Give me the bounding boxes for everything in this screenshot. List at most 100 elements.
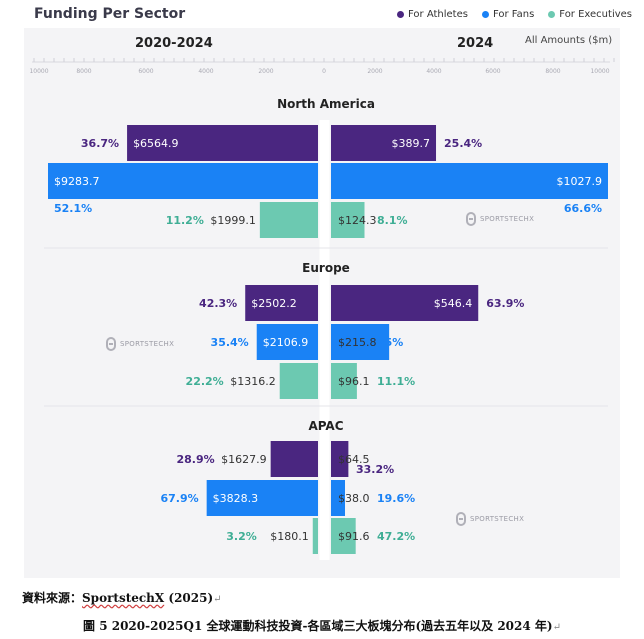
- right-value-label: $1027.9: [557, 175, 603, 188]
- right-value-label: $96.1: [338, 375, 370, 388]
- left-value-label: $180.1: [270, 530, 309, 543]
- left-bar: [48, 163, 318, 199]
- watermark-text: SPORTSTECHX: [480, 215, 535, 223]
- region-title: North America: [277, 97, 375, 111]
- left-value-label: $1999.1: [210, 214, 256, 227]
- left-value-label: $3828.3: [213, 492, 258, 505]
- left-value-label: $9283.7: [54, 175, 100, 188]
- right-bar: [331, 285, 479, 321]
- left-percent-label: 42.3%: [199, 297, 237, 310]
- right-bar: [331, 163, 608, 199]
- sportstechx-logo-icon: [106, 337, 116, 351]
- right-value-label: $124.3: [338, 214, 377, 227]
- left-value-label: $2106.9: [263, 336, 309, 349]
- legend-label-executives: For Executives: [559, 9, 632, 20]
- right-bar: [331, 125, 437, 161]
- right-percent-label: 25.4%: [444, 137, 482, 150]
- axis-tick-label: 6000: [138, 68, 153, 75]
- left-percent-label: 67.9%: [160, 492, 198, 505]
- right-bar: [331, 480, 345, 516]
- right-percent-label: 8.1%: [377, 214, 408, 227]
- sportstechx-logo-icon: [456, 512, 466, 526]
- axis-tick-label: 4000: [426, 68, 441, 75]
- right-percent-label: 47.2%: [377, 530, 415, 543]
- left-bar: [312, 518, 318, 554]
- right-bar: [331, 518, 356, 554]
- right-value-label: $64.5: [338, 453, 370, 466]
- left-value-label: $2502.2: [251, 297, 297, 310]
- axis-tick-label: 2000: [367, 68, 382, 75]
- right-percent-label: 19.6%: [377, 492, 415, 505]
- left-bar: [245, 285, 318, 321]
- left-value-label: $6564.9: [133, 137, 179, 150]
- left-percent-label: 22.2%: [186, 375, 224, 388]
- butterfly-chart: 10000 8000 6000 4000 2000 0 2000 4000 6000 8000 10…: [29, 58, 615, 560]
- watermark-text: SPORTSTECHX: [470, 515, 525, 523]
- left-percent-label: 11.2%: [166, 214, 204, 227]
- axis-tick-label: 8000: [545, 68, 560, 75]
- right-value-label: $389.7: [392, 137, 431, 150]
- left-period-header: 2020-2024: [135, 36, 213, 51]
- watermark-text: SPORTSTECHX: [120, 340, 175, 348]
- axis-tick-label: 4000: [198, 68, 213, 75]
- right-bar: [331, 363, 357, 399]
- axis-tick-label: 6000: [485, 68, 500, 75]
- region-title: Europe: [302, 261, 350, 275]
- left-percent-label: 28.9%: [176, 453, 214, 466]
- caption-text: 圖 5 2020-2025Q1 全球運動科技投資-各區域三大板塊分布(過去五年以…: [83, 619, 553, 633]
- sportstechx-logo-icon: [466, 212, 476, 226]
- watermark-logo: SPORTSTECHX: [456, 512, 524, 526]
- unit-label: All Amounts ($m): [525, 35, 613, 46]
- axis-tick-label: 0: [322, 68, 326, 75]
- watermark-logo: SPORTSTECHX: [466, 212, 534, 226]
- right-bar: [331, 441, 349, 477]
- left-percent-label: 36.7%: [81, 137, 119, 150]
- figure-caption: 圖 5 2020-2025Q1 全球運動科技投資-各區域三大板塊分布(過去五年以…: [0, 617, 644, 634]
- right-percent-label: 63.9%: [486, 297, 524, 310]
- left-percent-label: 52.1%: [54, 202, 92, 215]
- right-percent-label: 33.2%: [356, 463, 394, 476]
- right-percent-label: 11.1%: [377, 375, 415, 388]
- left-percent-label: 35.4%: [211, 336, 249, 349]
- right-value-label: $215.8: [338, 336, 377, 349]
- source-note: 資料來源：SportstechX (2025)↵: [22, 589, 222, 606]
- legend-label-athletes: For Athletes: [408, 9, 468, 20]
- axis-tick-label: 2000: [258, 68, 273, 75]
- left-bar: [270, 441, 318, 477]
- right-percent-label: 66.6%: [564, 202, 602, 215]
- legend-item-athletes: For Athletes: [397, 9, 468, 20]
- legend: For Athletes For Fans For Executives: [397, 9, 632, 20]
- right-value-label: $546.4: [434, 297, 473, 310]
- region-title: APAC: [308, 419, 343, 433]
- source-brand: SportstechX: [82, 591, 165, 605]
- left-bar: [259, 202, 318, 238]
- legend-swatch-executives: [548, 11, 556, 18]
- watermark-logo: SPORTSTECHX: [106, 337, 174, 351]
- right-bar: [331, 324, 390, 360]
- return-mark: ↵: [213, 594, 222, 605]
- source-suffix: (2025): [164, 591, 214, 605]
- left-value-label: $1316.2: [230, 375, 276, 388]
- source-prefix: 資料來源：: [22, 591, 83, 605]
- right-bar: [331, 202, 365, 238]
- axis-tick-label: 8000: [76, 68, 91, 75]
- left-bar: [256, 324, 318, 360]
- left-bar: [279, 363, 318, 399]
- left-value-label: $1627.9: [221, 453, 267, 466]
- legend-swatch-fans: [481, 11, 489, 18]
- chart-title: Funding Per Sector: [34, 6, 186, 22]
- legend-swatch-athletes: [397, 11, 405, 18]
- left-bar: [206, 480, 318, 516]
- right-value-label: $91.6: [338, 530, 370, 543]
- right-percent-label: 25%: [377, 336, 403, 349]
- legend-label-fans: For Fans: [492, 9, 535, 20]
- left-percent-label: 3.2%: [226, 530, 257, 543]
- right-period-header: 2024: [457, 36, 494, 51]
- legend-item-executives: For Executives: [548, 9, 632, 20]
- legend-item-fans: For Fans: [481, 9, 535, 20]
- axis-tick-label: 10000: [29, 68, 48, 75]
- return-mark: ↵: [552, 622, 561, 633]
- axis-tick-label: 10000: [590, 68, 609, 75]
- left-bar: [127, 125, 318, 161]
- right-value-label: $38.0: [338, 492, 370, 505]
